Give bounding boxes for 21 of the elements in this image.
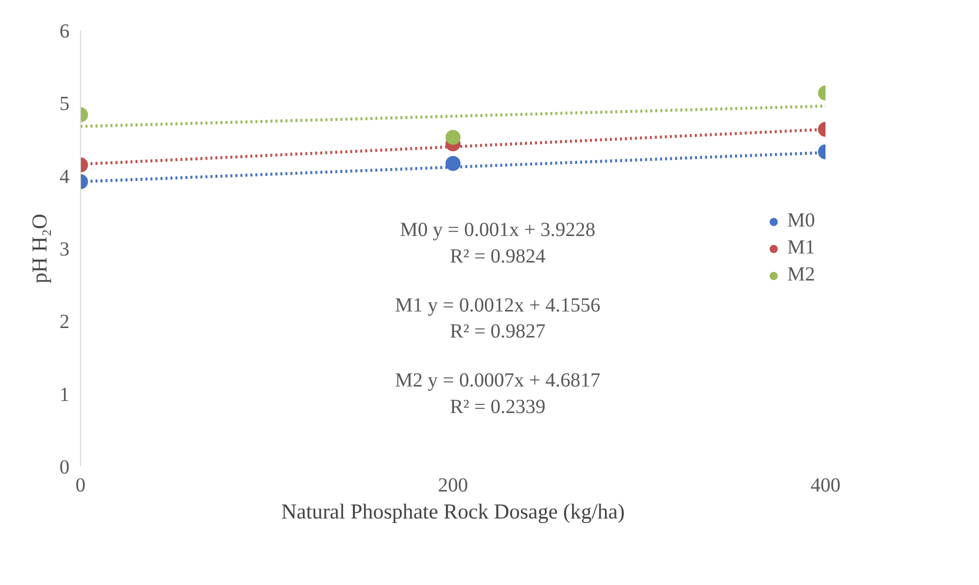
- annotation: M1 y = 0.0012x + 4.1556: [395, 294, 600, 316]
- x-tick-label: 400: [810, 474, 840, 496]
- x-tick-label: 200: [438, 474, 468, 496]
- annotation: R² = 0.9824: [450, 245, 546, 268]
- legend-label: M2: [787, 264, 815, 286]
- x-tick-label: 0: [76, 474, 86, 496]
- legend-label: M1: [787, 236, 815, 260]
- y-tick-label: 6: [60, 20, 70, 42]
- legend-label: M0: [787, 210, 815, 232]
- annotation: R² = 0.2339: [450, 396, 546, 418]
- y-tick-label: 2: [60, 311, 70, 334]
- y-tick-label: 1: [60, 384, 70, 406]
- y-axis-title: pH H₂O: [28, 214, 52, 284]
- annotation: M2 y = 0.0007x + 4.6817: [395, 370, 600, 392]
- annotation: M0 y = 0.001x + 3.9228: [400, 219, 596, 242]
- y-tick-label: 3: [60, 238, 70, 260]
- annotation: R² = 0.9827: [450, 320, 546, 343]
- y-tick-label: 5: [60, 93, 70, 116]
- x-axis-title: Natural Phosphate Rock Dosage (kg/ha): [281, 500, 625, 524]
- y-tick-label: 0: [60, 456, 70, 478]
- y-tick-label: 4: [60, 166, 70, 188]
